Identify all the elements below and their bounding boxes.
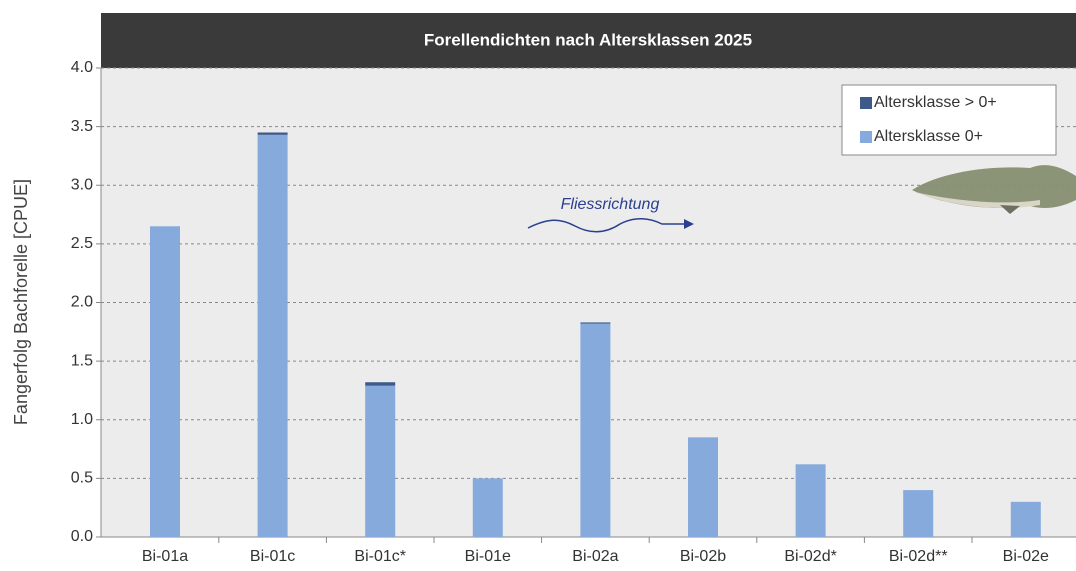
y-tick-label: 2.0 <box>71 294 93 311</box>
x-tick-label: Bi-02e <box>1003 548 1049 565</box>
y-tick-label: 2.5 <box>71 235 93 252</box>
legend-label: Altersklasse > 0+ <box>874 94 997 111</box>
legend-swatch <box>860 131 872 143</box>
x-tick-label: Bi-01c* <box>354 548 406 565</box>
x-tick-label: Bi-02d* <box>784 548 836 565</box>
y-tick-label: 0.5 <box>71 470 93 487</box>
chart-title: Forellendichten nach Altersklassen 2025 <box>424 30 752 49</box>
y-tick-label: 3.0 <box>71 176 93 193</box>
bar <box>150 226 180 537</box>
bar <box>1011 502 1041 537</box>
bar <box>688 437 718 537</box>
bar <box>580 324 610 537</box>
bar <box>365 382 395 386</box>
bar <box>258 132 288 134</box>
annotation: Fliessrichtung <box>561 196 660 213</box>
y-tick-label: 0.0 <box>71 528 93 545</box>
bar <box>796 464 826 537</box>
bar <box>580 322 610 323</box>
legend-label: Altersklasse 0+ <box>874 128 983 145</box>
x-tick-label: Bi-02d** <box>889 548 948 565</box>
legend-swatch <box>860 97 872 109</box>
x-tick-label: Bi-02a <box>572 548 618 565</box>
y-tick-label: 3.5 <box>71 118 93 135</box>
x-tick-label: Bi-01c <box>250 548 295 565</box>
x-tick-label: Bi-02b <box>680 548 726 565</box>
y-axis-label: Fangerfolg Bachforelle [CPUE] <box>11 179 31 425</box>
bar <box>903 490 933 537</box>
y-tick-label: 1.0 <box>71 411 93 428</box>
bar <box>473 478 503 537</box>
chart: Forellendichten nach Altersklassen 2025 … <box>0 0 1076 571</box>
x-tick-label: Bi-01a <box>142 548 188 565</box>
bar <box>365 386 395 537</box>
x-tick-label: Bi-01e <box>465 548 511 565</box>
y-tick-label: 4.0 <box>71 59 93 76</box>
bar <box>258 135 288 537</box>
y-tick-label: 1.5 <box>71 352 93 369</box>
